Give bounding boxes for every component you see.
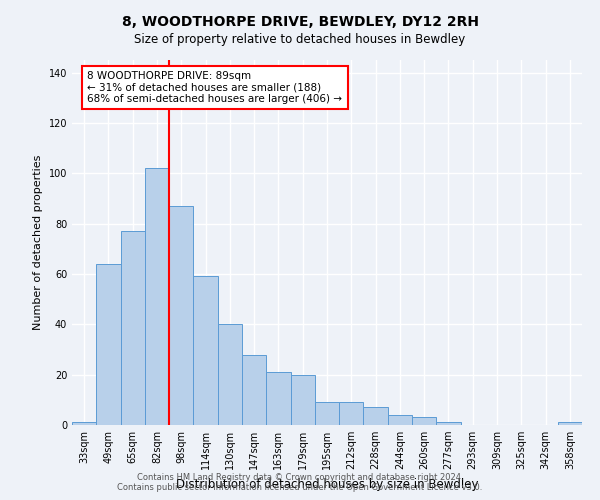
Bar (412, 418, 436, 425)
Bar (218, 324, 242, 425)
Bar (145, 168, 169, 425)
Bar (193, 276, 218, 425)
Bar (72, 422, 96, 425)
Bar (388, 415, 412, 425)
Bar (290, 374, 315, 425)
Bar (266, 372, 290, 425)
Text: 8, WOODTHORPE DRIVE, BEWDLEY, DY12 2RH: 8, WOODTHORPE DRIVE, BEWDLEY, DY12 2RH (121, 15, 479, 29)
Bar (242, 354, 266, 425)
Bar (96, 264, 121, 425)
Bar (436, 422, 461, 425)
Bar (364, 408, 388, 425)
Text: Size of property relative to detached houses in Bewdley: Size of property relative to detached ho… (134, 32, 466, 46)
Text: Contains HM Land Registry data © Crown copyright and database right 2024.
Contai: Contains HM Land Registry data © Crown c… (118, 473, 482, 492)
Y-axis label: Number of detached properties: Number of detached properties (33, 155, 43, 330)
Text: 8 WOODTHORPE DRIVE: 89sqm
← 31% of detached houses are smaller (188)
68% of semi: 8 WOODTHORPE DRIVE: 89sqm ← 31% of detac… (88, 71, 342, 104)
X-axis label: Distribution of detached houses by size in Bewdley: Distribution of detached houses by size … (176, 478, 478, 490)
Bar (339, 402, 364, 425)
Bar (315, 402, 339, 425)
Bar (558, 422, 582, 425)
Bar (121, 231, 145, 425)
Bar (169, 206, 193, 425)
